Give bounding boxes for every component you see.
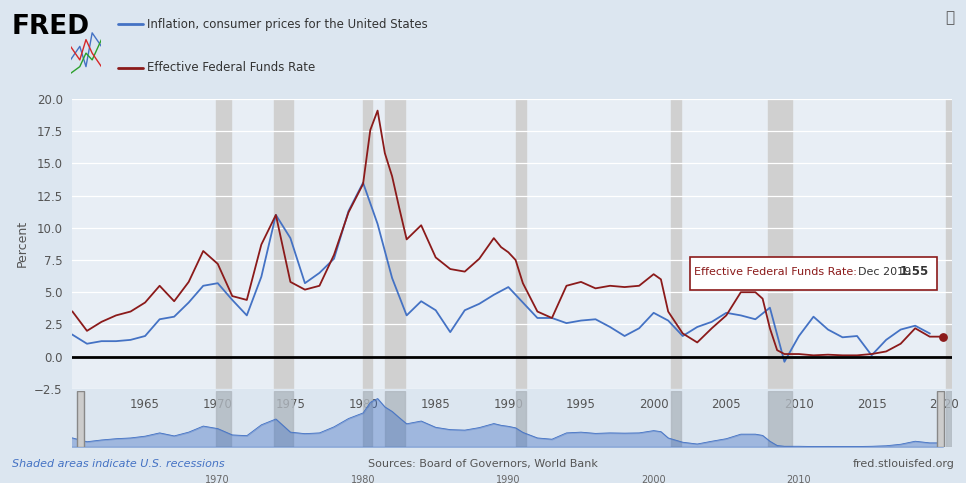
Text: FRED: FRED: [12, 14, 90, 40]
Text: Inflation, consumer prices for the United States: Inflation, consumer prices for the Unite…: [147, 18, 428, 30]
Bar: [216, 99, 231, 389]
Bar: [516, 391, 526, 447]
Bar: [77, 391, 84, 447]
Bar: [946, 99, 952, 389]
Bar: [768, 99, 792, 389]
Text: Sources: Board of Governors, World Bank: Sources: Board of Governors, World Bank: [368, 459, 598, 469]
Bar: [671, 391, 681, 447]
Text: Effective Federal Funds Rate: Effective Federal Funds Rate: [147, 61, 315, 74]
Text: fred.stlouisfed.org: fred.stlouisfed.org: [853, 459, 954, 469]
Text: 1980: 1980: [351, 474, 376, 483]
Bar: [274, 99, 294, 389]
Text: 1.55: 1.55: [900, 266, 929, 278]
Text: Dec 2019: Dec 2019: [858, 267, 911, 277]
Text: 2000: 2000: [641, 474, 666, 483]
Bar: [274, 391, 294, 447]
Point: [935, 333, 951, 341]
Bar: [363, 391, 372, 447]
Bar: [363, 99, 372, 389]
Text: ⛶: ⛶: [946, 10, 954, 25]
Bar: [671, 99, 681, 389]
Bar: [768, 391, 792, 447]
Bar: [384, 99, 405, 389]
Bar: [937, 391, 944, 447]
Bar: [516, 99, 526, 389]
Text: 1970: 1970: [206, 474, 230, 483]
Bar: [946, 391, 952, 447]
Bar: [216, 391, 231, 447]
Y-axis label: Percent: Percent: [15, 220, 29, 268]
Bar: [384, 391, 405, 447]
Text: Shaded areas indicate U.S. recessions: Shaded areas indicate U.S. recessions: [12, 459, 224, 469]
Text: 2010: 2010: [786, 474, 811, 483]
Text: Effective Federal Funds Rate:: Effective Federal Funds Rate:: [695, 267, 857, 277]
Text: 1990: 1990: [497, 474, 521, 483]
FancyBboxPatch shape: [690, 257, 937, 290]
